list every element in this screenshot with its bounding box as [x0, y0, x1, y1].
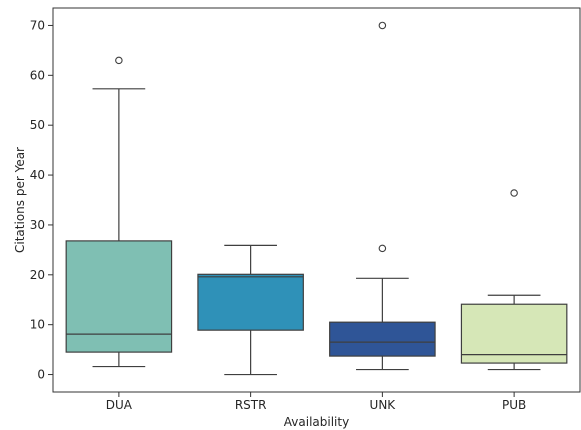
outlier-point	[378, 21, 387, 30]
y-tick-label: 10	[30, 318, 45, 332]
box-group-rstr	[197, 244, 304, 376]
outlier-point	[378, 244, 387, 253]
x-tick-label: UNK	[370, 398, 397, 412]
x-tick-label: DUA	[106, 398, 133, 412]
box-group-pub	[460, 189, 568, 371]
y-axis-label: Citations per Year	[13, 147, 27, 253]
x-tick-label: RSTR	[235, 398, 267, 412]
y-tick-label: 0	[37, 368, 45, 382]
x-tick-label: PUB	[502, 398, 526, 412]
outlier-point	[115, 56, 123, 65]
box-group-unk	[329, 21, 436, 371]
y-tick-label: 40	[30, 168, 45, 182]
box	[197, 273, 304, 331]
y-tick-label: 30	[30, 218, 45, 232]
box	[65, 240, 173, 353]
y-tick-label: 20	[30, 268, 45, 282]
y-tick-label: 50	[30, 118, 45, 132]
x-axis-label: Availability	[284, 415, 349, 429]
box	[329, 321, 436, 357]
y-tick-label: 70	[30, 18, 45, 32]
outlier-point	[510, 189, 518, 197]
box	[460, 303, 568, 364]
box-group-dua	[65, 56, 173, 368]
y-tick-label: 60	[30, 68, 45, 82]
